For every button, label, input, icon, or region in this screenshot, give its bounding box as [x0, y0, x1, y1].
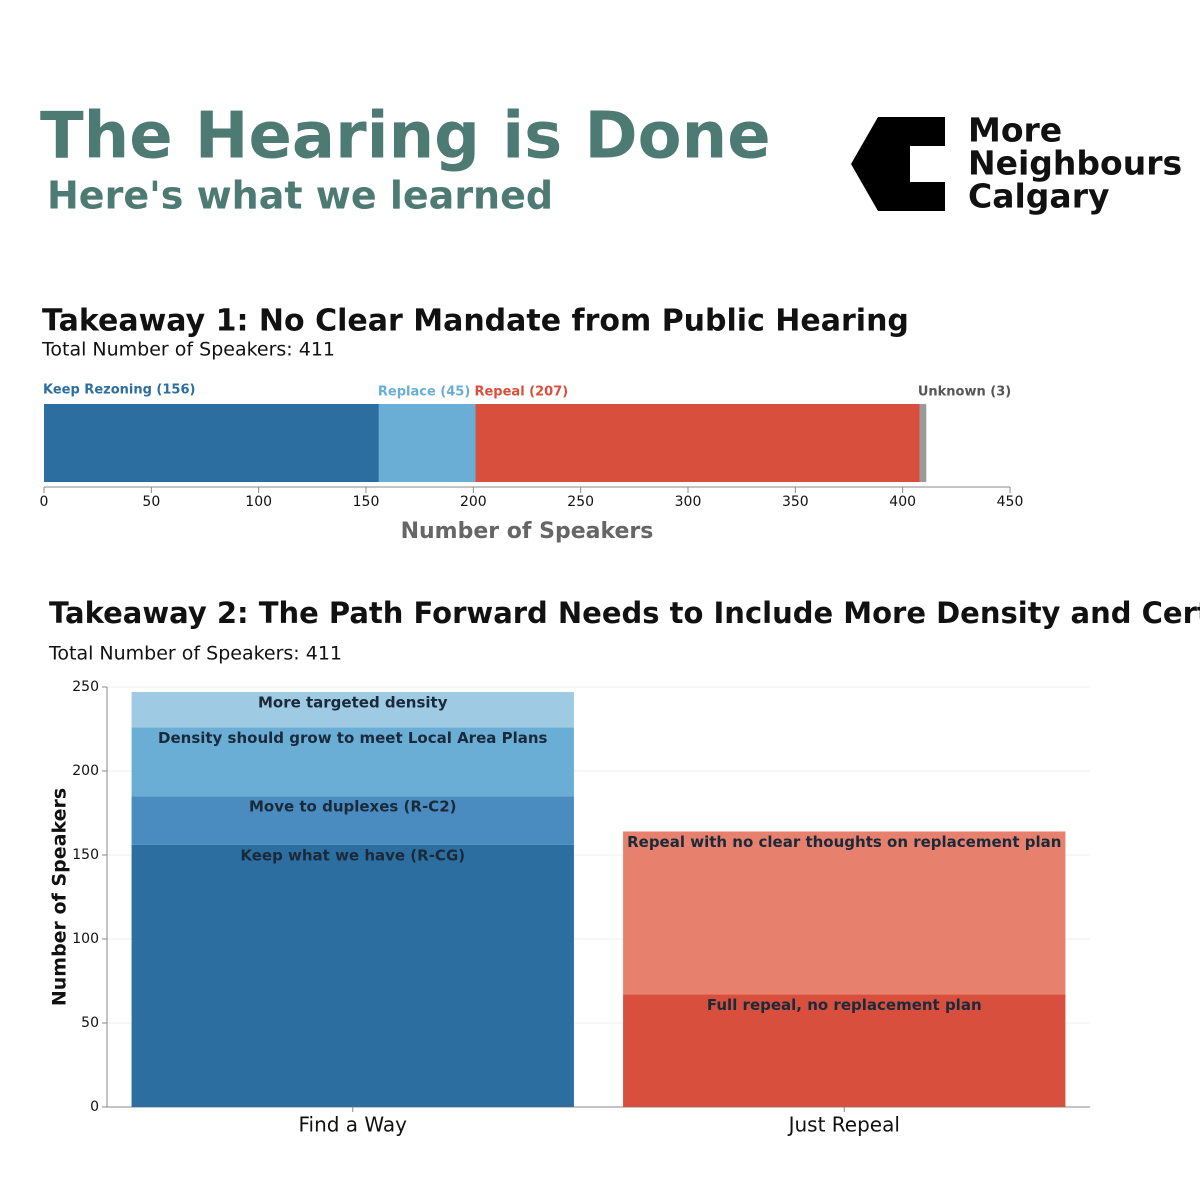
logo-text: Neighbours — [968, 144, 1182, 183]
x-tick-label: 250 — [567, 494, 594, 510]
logo-text: Calgary — [968, 177, 1109, 216]
bar-segment — [131, 796, 574, 845]
logo-text: More — [968, 111, 1062, 150]
bar-segment — [131, 844, 574, 1107]
bar-segment — [623, 831, 1066, 995]
x-tick-label: Find a Way — [298, 1113, 407, 1137]
bar-segment — [475, 404, 920, 482]
bar-segment — [131, 692, 574, 728]
x-tick-label: 150 — [353, 494, 380, 510]
y-tick-label: 50 — [81, 1015, 99, 1031]
segment-label: Keep Rezoning (156) — [43, 383, 195, 398]
segment-label: More targeted density — [258, 694, 448, 712]
x-tick-label: 300 — [675, 494, 702, 510]
y-tick-label: 250 — [72, 679, 99, 695]
segment-label: Unknown (3) — [918, 385, 1011, 400]
y-tick-label: 100 — [72, 931, 99, 947]
x-tick-label: 400 — [889, 494, 916, 510]
x-tick-label: Just Repeal — [787, 1113, 900, 1137]
segment-label: Full repeal, no replacement plan — [707, 996, 982, 1014]
segment-label: Keep what we have (R-CG) — [240, 846, 465, 864]
x-tick-label: 200 — [460, 494, 487, 510]
segment-label: Density should grow to meet Local Area P… — [158, 729, 548, 747]
bar-segment — [919, 404, 927, 482]
chart-title: Takeaway 2: The Path Forward Needs to In… — [49, 596, 1200, 630]
segment-label: Replace (45) — [378, 385, 470, 400]
chart-title: Takeaway 1: No Clear Mandate from Public… — [42, 304, 909, 339]
segment-label: Repeal with no clear thoughts on replace… — [627, 833, 1061, 851]
y-axis-label: Number of Speakers — [49, 788, 71, 1006]
y-tick-label: 0 — [90, 1099, 99, 1115]
segment-label: Move to duplexes (R-C2) — [249, 798, 457, 816]
logo-icon — [851, 117, 945, 211]
bar-segment — [623, 994, 1066, 1107]
page-subtitle: Here's what we learned — [47, 174, 553, 218]
x-tick-label: 350 — [782, 494, 809, 510]
page-title: The Hearing is Done — [40, 100, 771, 174]
bar-segment — [378, 404, 476, 482]
x-axis-label: Number of Speakers — [401, 519, 654, 544]
y-tick-label: 150 — [72, 847, 99, 863]
chart-subtitle: Total Number of Speakers: 411 — [41, 339, 335, 361]
segment-label: Repeal (207) — [474, 385, 568, 400]
x-tick-label: 100 — [245, 494, 272, 510]
bar-segment — [131, 727, 574, 797]
y-tick-label: 200 — [72, 763, 99, 779]
bar-segment — [44, 404, 379, 482]
x-tick-label: 450 — [997, 494, 1024, 510]
x-tick-label: 50 — [142, 494, 160, 510]
x-tick-label: 0 — [40, 494, 49, 510]
chart-subtitle: Total Number of Speakers: 411 — [48, 643, 342, 665]
